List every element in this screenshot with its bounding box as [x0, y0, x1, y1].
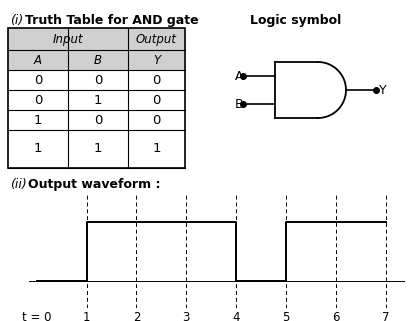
Text: 0: 0 [94, 74, 102, 86]
Text: 1: 1 [34, 114, 42, 126]
Text: 1: 1 [94, 143, 102, 155]
Text: Output waveform :: Output waveform : [28, 178, 161, 191]
Text: 1: 1 [94, 93, 102, 107]
Bar [8, 50, 185, 70]
Text: A: A [34, 54, 42, 66]
Text: 0: 0 [34, 93, 42, 107]
Text: 0: 0 [94, 114, 102, 126]
Text: 1: 1 [34, 143, 42, 155]
Bar [8, 28, 185, 50]
Text: (i): (i) [10, 14, 23, 27]
Text: (ii): (ii) [10, 178, 27, 191]
Text: 0: 0 [34, 74, 42, 86]
Text: A: A [235, 70, 244, 82]
Text: 0: 0 [152, 93, 161, 107]
Text: Y: Y [153, 54, 160, 66]
Text: B: B [235, 98, 244, 110]
Text: Truth Table for AND gate: Truth Table for AND gate [25, 14, 199, 27]
Text: Logic symbol: Logic symbol [250, 14, 341, 27]
Text: Y: Y [379, 83, 387, 97]
Bar [8, 28, 185, 168]
Text: B: B [94, 54, 102, 66]
Text: 1: 1 [152, 143, 161, 155]
Text: Input: Input [53, 32, 83, 46]
Text: 0: 0 [152, 74, 161, 86]
Text: Output: Output [136, 32, 177, 46]
Text: 0: 0 [152, 114, 161, 126]
